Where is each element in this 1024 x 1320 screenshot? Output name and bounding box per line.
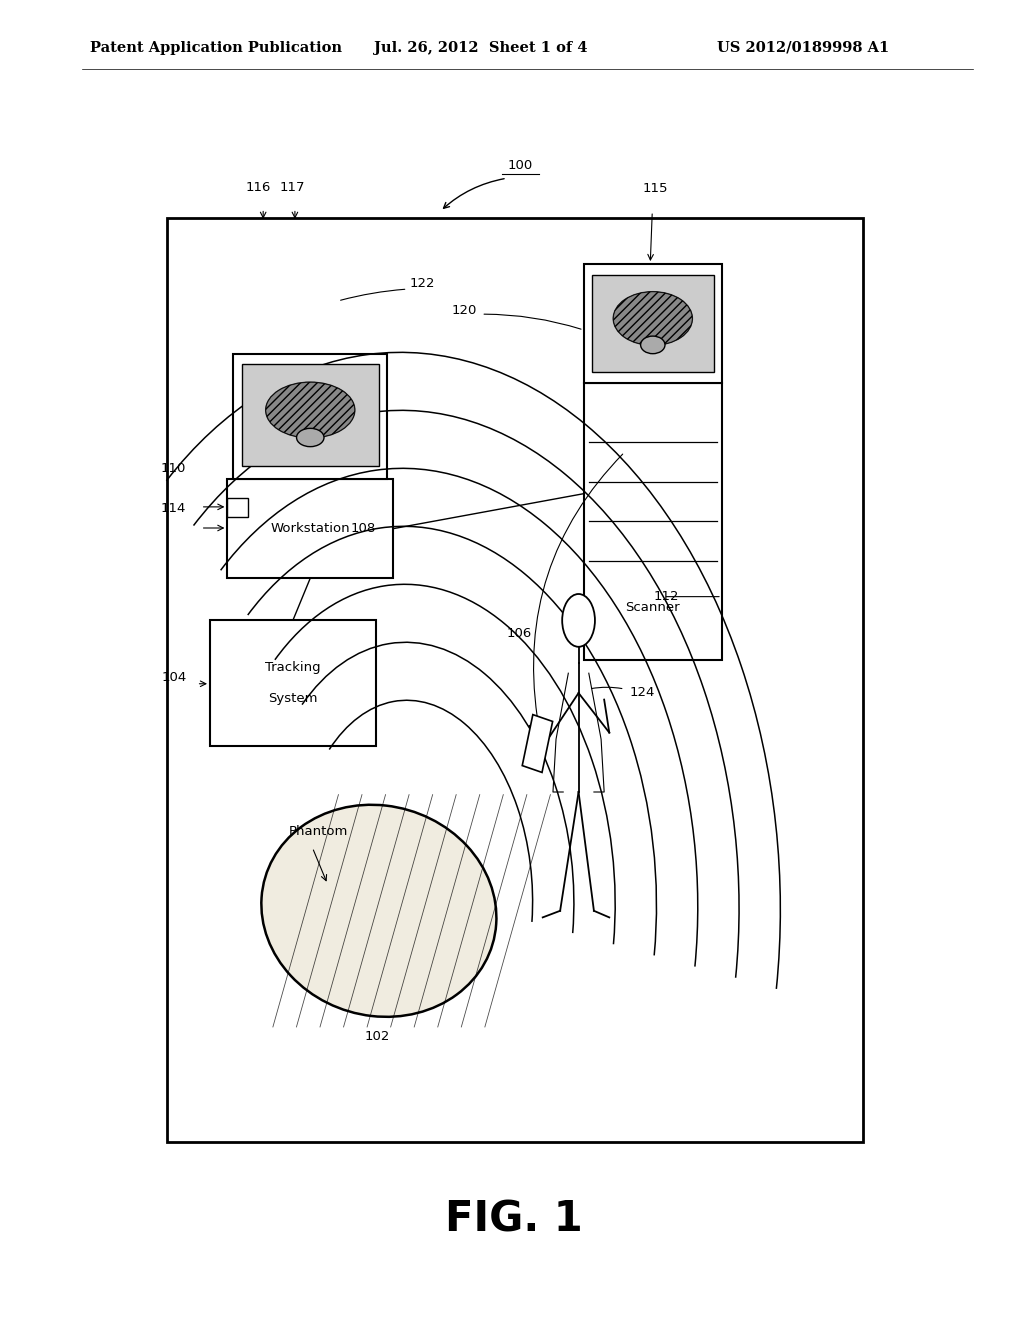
- Text: Phantom: Phantom: [289, 825, 348, 838]
- Bar: [233, 354, 387, 479]
- Bar: [167, 218, 863, 1142]
- Text: FIG. 1: FIG. 1: [445, 1199, 583, 1241]
- Ellipse shape: [297, 429, 324, 446]
- Bar: [522, 714, 553, 772]
- Text: 104: 104: [161, 671, 186, 684]
- Ellipse shape: [562, 594, 595, 647]
- Bar: [584, 264, 722, 383]
- Text: 106: 106: [507, 627, 532, 640]
- Text: Jul. 26, 2012  Sheet 1 of 4: Jul. 26, 2012 Sheet 1 of 4: [374, 41, 587, 54]
- Text: 115: 115: [643, 182, 668, 195]
- Text: Scanner: Scanner: [626, 601, 680, 614]
- Bar: [227, 479, 393, 578]
- Text: 100: 100: [508, 158, 532, 172]
- Text: 120: 120: [452, 304, 477, 317]
- Text: 114: 114: [161, 502, 186, 515]
- Ellipse shape: [613, 292, 692, 346]
- Text: 117: 117: [280, 181, 304, 194]
- Text: 112: 112: [653, 590, 679, 603]
- Ellipse shape: [641, 337, 665, 354]
- Bar: [210, 620, 376, 746]
- Text: 110: 110: [161, 462, 186, 475]
- Text: 108: 108: [351, 521, 376, 535]
- Text: System: System: [268, 693, 317, 705]
- Bar: [584, 383, 722, 660]
- Text: 116: 116: [246, 181, 270, 194]
- Text: Tracking: Tracking: [265, 661, 321, 673]
- Bar: [242, 364, 379, 466]
- Bar: [592, 275, 714, 372]
- Text: 124: 124: [630, 686, 655, 700]
- Ellipse shape: [261, 805, 497, 1016]
- Text: Patent Application Publication: Patent Application Publication: [90, 41, 342, 54]
- Text: 122: 122: [410, 277, 435, 290]
- Bar: [227, 498, 248, 517]
- Text: Workstation: Workstation: [270, 523, 350, 535]
- Ellipse shape: [265, 381, 355, 438]
- Text: 102: 102: [365, 1030, 389, 1043]
- Text: US 2012/0189998 A1: US 2012/0189998 A1: [717, 41, 889, 54]
